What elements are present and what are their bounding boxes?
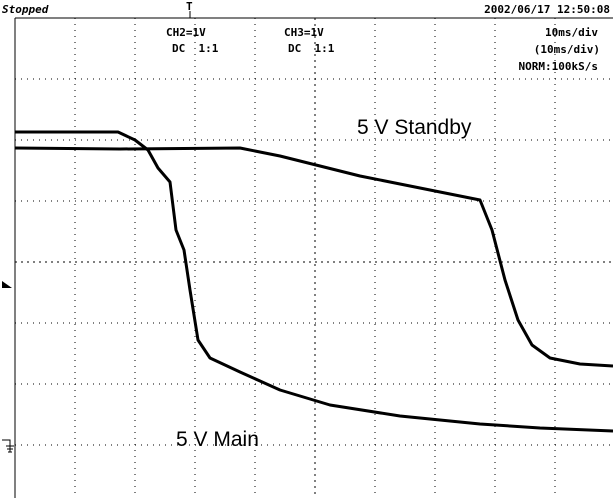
timestamp: 2002/06/17 12:50:08 — [484, 3, 610, 16]
main-trace — [15, 130, 613, 433]
trigger-level-marker — [2, 281, 12, 288]
main-label: 5 V Main — [176, 428, 259, 451]
standby-trace — [14, 146, 613, 368]
standby-label: 5 V Standby — [357, 116, 472, 139]
channel-coupling: DC 1:1 — [172, 42, 219, 55]
ground-marker — [2, 439, 14, 453]
channel-coupling: DC 1:1 — [288, 42, 335, 55]
channel-scale: CH2=1V — [166, 26, 206, 39]
timebase-scale: 10ms/div — [545, 26, 598, 39]
status: Stopped — [2, 3, 49, 16]
grid — [14, 17, 613, 498]
acq-mode: NORM:100kS/s — [519, 60, 598, 73]
trigger-mark: T — [186, 0, 193, 13]
channel-scale: CH3=1V — [284, 26, 324, 39]
zoom-scale: (10ms/div) — [534, 43, 600, 56]
